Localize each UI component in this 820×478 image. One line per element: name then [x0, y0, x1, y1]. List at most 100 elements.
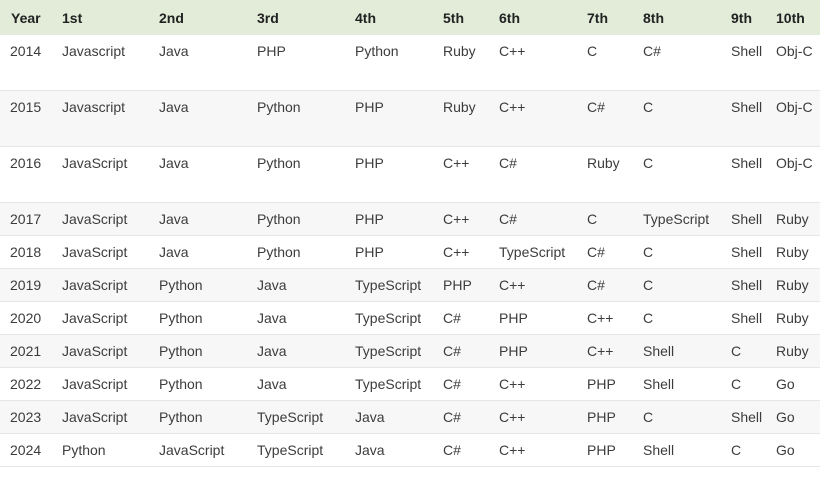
rank-cell: Ruby [776, 202, 820, 236]
rank-cell: PHP [587, 400, 633, 434]
rank-cell: C# [587, 90, 633, 147]
rank-cell: PHP [587, 433, 633, 467]
rank-cell: TypeScript [489, 235, 587, 269]
rank-cell: TypeScript [247, 400, 345, 434]
year-cell: 2020 [0, 301, 52, 335]
table-row: 2016 JavaScript Java Python PHP C++ C# Ruby C She… [0, 146, 820, 203]
rank-cell: JavaScript [52, 235, 149, 269]
rank-cell: Shell [731, 202, 776, 236]
rank-cell: C# [587, 268, 633, 302]
rank-cell: C++ [489, 268, 587, 302]
rank-cell: C [633, 90, 731, 147]
rank-cell: C++ [587, 301, 633, 335]
rank-cell: Shell [633, 334, 731, 368]
table-body: 2014 Javascript Java PHP Python Ruby C++ C C# She… [0, 35, 820, 467]
rank-cell: PHP [489, 301, 587, 335]
rank-cell: C# [489, 146, 587, 203]
rank-cell: Java [345, 400, 443, 434]
year-cell: 2018 [0, 235, 52, 269]
rank-cell: Go [776, 400, 820, 434]
rank-cell: Python [149, 268, 247, 302]
rank-cell: C# [587, 235, 633, 269]
rank-cell: JavaScript [149, 433, 247, 467]
rank-cell: Obj-C [776, 90, 820, 147]
rank-cell: Java [247, 367, 345, 401]
table-row: 2018 JavaScript Java Python PHP C++ TypeScript… [0, 235, 820, 269]
rank-cell: Javascript [52, 35, 149, 91]
rank-cell: JavaScript [52, 146, 149, 203]
rank-cell: PHP [443, 268, 489, 302]
rank-cell: Python [149, 301, 247, 335]
rank-cell: C++ [489, 367, 587, 401]
table-row: 2020 JavaScript Python Java TypeScript C# PHP C… [0, 301, 820, 335]
rank-cell: Python [247, 235, 345, 269]
rank-cell: C [633, 235, 731, 269]
language-ranking-table: Year 1st 2nd 3rd 4th 5th 6th 7th 8th 9th… [0, 0, 820, 467]
rank-cell: Java [149, 235, 247, 269]
column-header-4th: 4th [345, 0, 443, 35]
rank-cell: Obj-C [776, 146, 820, 203]
rank-cell: Java [149, 35, 247, 91]
rank-cell: TypeScript [345, 268, 443, 302]
rank-cell: Python [149, 400, 247, 434]
rank-cell: Ruby [776, 301, 820, 335]
rank-cell: Java [247, 268, 345, 302]
rank-cell: JavaScript [52, 334, 149, 368]
rank-cell: Java [345, 433, 443, 467]
year-cell: 2016 [0, 146, 52, 203]
rank-cell: C# [443, 367, 489, 401]
rank-cell: JavaScript [52, 367, 149, 401]
rank-cell: Python [149, 334, 247, 368]
rank-cell: C [731, 367, 776, 401]
rank-cell: PHP [345, 90, 443, 147]
rank-cell: PHP [345, 146, 443, 203]
rank-cell: TypeScript [345, 367, 443, 401]
rank-cell: TypeScript [247, 433, 345, 467]
year-cell: 2021 [0, 334, 52, 368]
rank-cell: C++ [489, 90, 587, 147]
header-row: Year 1st 2nd 3rd 4th 5th 6th 7th 8th 9th… [0, 0, 820, 35]
table-row: 2022 JavaScript Python Java TypeScript C# C++ P… [0, 367, 820, 401]
column-header-2nd: 2nd [149, 0, 247, 35]
rank-cell: Python [247, 90, 345, 147]
rank-cell: C# [633, 35, 731, 91]
rank-cell: C# [443, 433, 489, 467]
rank-cell: TypeScript [633, 202, 731, 236]
rank-cell: Shell [731, 35, 776, 91]
rank-cell: PHP [489, 334, 587, 368]
rank-cell: C [633, 301, 731, 335]
rank-cell: C# [443, 301, 489, 335]
column-header-year: Year [0, 0, 52, 35]
rank-cell: PHP [587, 367, 633, 401]
table-row: 2017 JavaScript Java Python PHP C++ C# C TypeScr… [0, 202, 820, 236]
rank-cell: Java [247, 301, 345, 335]
column-header-1st: 1st [52, 0, 149, 35]
rank-cell: Python [52, 433, 149, 467]
rank-cell: C++ [489, 433, 587, 467]
rank-cell: Ruby [443, 90, 489, 147]
rank-cell: C [633, 146, 731, 203]
table-row: 2023 JavaScript Python TypeScript Java C# C++ P… [0, 400, 820, 434]
rank-cell: PHP [345, 235, 443, 269]
year-cell: 2023 [0, 400, 52, 434]
rank-cell: C++ [443, 202, 489, 236]
column-header-8th: 8th [633, 0, 731, 35]
rank-cell: Obj-C [776, 35, 820, 91]
rank-cell: Ruby [587, 146, 633, 203]
year-cell: 2015 [0, 90, 52, 147]
year-cell: 2019 [0, 268, 52, 302]
rank-cell: C# [489, 202, 587, 236]
rank-cell: C [731, 433, 776, 467]
rank-cell: Shell [731, 235, 776, 269]
rank-cell: Shell [633, 367, 731, 401]
rank-cell: Javascript [52, 90, 149, 147]
rank-cell: Go [776, 433, 820, 467]
rank-cell: Java [247, 334, 345, 368]
table-row: 2015 Javascript Java Python PHP Ruby C++ C# C She… [0, 90, 820, 147]
rank-cell: Shell [731, 268, 776, 302]
rank-cell: JavaScript [52, 202, 149, 236]
column-header-10th: 10th [776, 0, 820, 35]
rank-cell: PHP [247, 35, 345, 91]
rank-cell: C++ [489, 35, 587, 91]
rank-cell: JavaScript [52, 268, 149, 302]
